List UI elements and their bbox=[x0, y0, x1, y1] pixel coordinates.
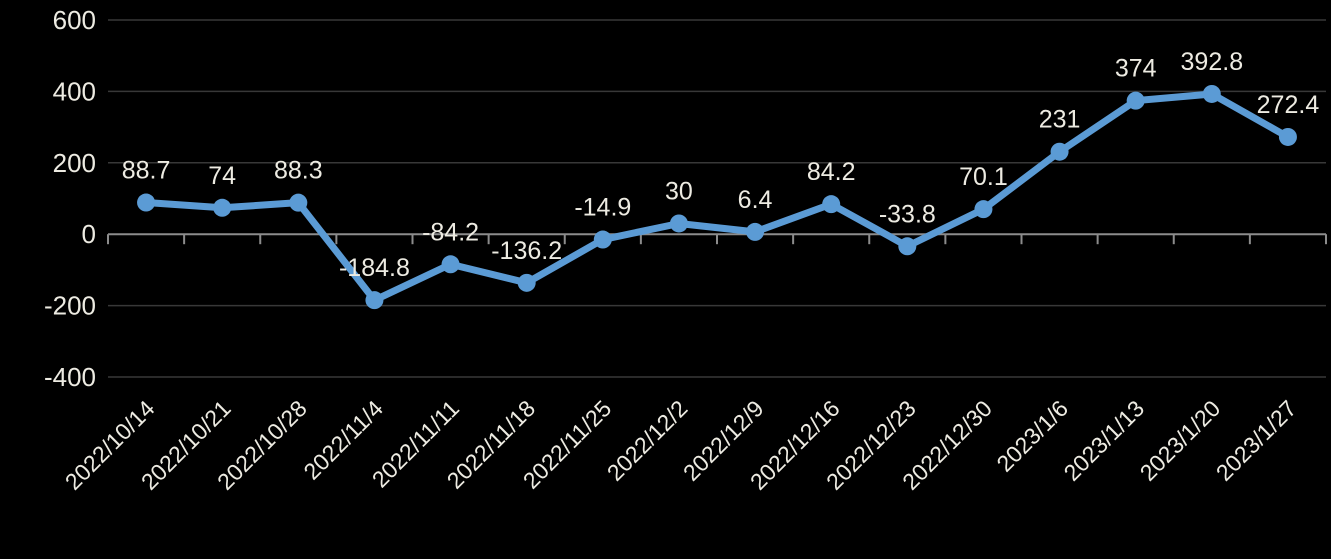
data-point-marker bbox=[593, 230, 612, 249]
data-point-marker bbox=[746, 222, 765, 241]
data-label: 30 bbox=[665, 177, 693, 205]
data-label: 74 bbox=[208, 162, 236, 190]
y-axis-label: 200 bbox=[53, 148, 96, 178]
data-point-marker bbox=[517, 273, 536, 292]
x-axis-label: 2022/12/2 bbox=[602, 395, 693, 486]
data-label: 392.8 bbox=[1181, 48, 1244, 76]
x-axis-label: 2023/1/13 bbox=[1058, 395, 1149, 486]
data-point-marker bbox=[137, 193, 156, 212]
data-label: 84.2 bbox=[807, 158, 856, 186]
data-label: -14.9 bbox=[574, 194, 631, 222]
data-label: -184.8 bbox=[339, 254, 410, 282]
data-point-marker bbox=[898, 237, 917, 256]
x-axis-label: 2023/1/20 bbox=[1135, 395, 1226, 486]
data-line bbox=[142, 90, 1292, 304]
data-label: -33.8 bbox=[879, 200, 936, 228]
x-axis-label: 2023/1/27 bbox=[1211, 395, 1302, 486]
y-axis-label: 0 bbox=[82, 219, 96, 249]
data-point-marker bbox=[669, 214, 688, 233]
data-point-marker bbox=[822, 195, 841, 214]
data-label: 88.7 bbox=[122, 157, 171, 185]
data-label: -84.2 bbox=[422, 218, 479, 246]
data-point-marker bbox=[441, 255, 460, 274]
data-point-marker bbox=[289, 193, 308, 212]
data-point-marker bbox=[1278, 127, 1297, 146]
data-point-marker bbox=[1202, 84, 1221, 103]
y-axis-label: -200 bbox=[44, 291, 96, 321]
data-label: 272.4 bbox=[1257, 91, 1320, 119]
data-point-marker bbox=[1126, 91, 1145, 110]
data-label: 374 bbox=[1115, 55, 1157, 83]
data-label: 231 bbox=[1039, 106, 1081, 134]
y-axis-label: 600 bbox=[53, 5, 96, 35]
data-label: -136.2 bbox=[491, 237, 562, 265]
data-point-marker bbox=[974, 200, 993, 219]
data-label: 70.1 bbox=[959, 163, 1008, 191]
data-label: 6.4 bbox=[738, 186, 773, 214]
y-axis-label: 400 bbox=[53, 76, 96, 106]
data-point-marker bbox=[1050, 142, 1069, 161]
data-point-marker bbox=[365, 291, 384, 310]
y-axis-label: -400 bbox=[44, 362, 96, 392]
data-label: 88.3 bbox=[274, 157, 323, 185]
data-point-marker bbox=[213, 198, 232, 217]
